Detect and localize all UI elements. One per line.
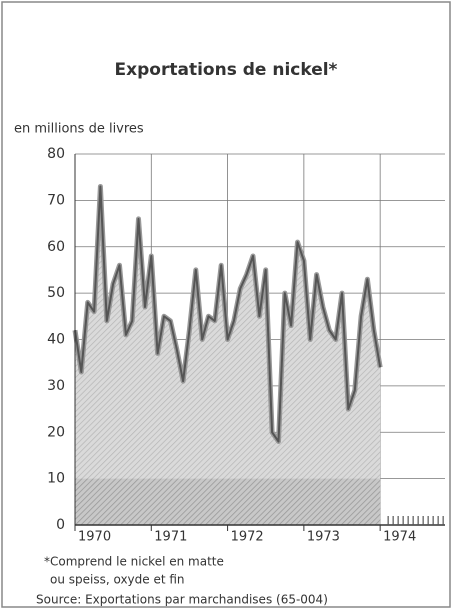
y-tick-label: 0 bbox=[56, 517, 65, 533]
source: Source: Exportations par marchandises (6… bbox=[36, 593, 328, 607]
footnote: *Comprend le nickel en matte bbox=[44, 555, 224, 569]
y-tick-label: 50 bbox=[47, 285, 65, 301]
x-tick-label: 1972 bbox=[231, 530, 264, 545]
chart-title: Exportations de nickel* bbox=[115, 60, 338, 80]
y-tick-label: 10 bbox=[47, 471, 65, 487]
y-tick-label: 20 bbox=[47, 424, 65, 440]
x-tick-label: 1973 bbox=[307, 530, 340, 545]
y-tick-label: 70 bbox=[47, 192, 65, 208]
footnote: ou speiss, oxyde et fin bbox=[50, 573, 185, 587]
y-tick-label: 60 bbox=[47, 239, 65, 255]
line bbox=[74, 185, 382, 443]
x-tick-label: 1974 bbox=[383, 530, 416, 545]
y-axis-label: en millions de livres bbox=[14, 122, 144, 137]
y-tick-label: 30 bbox=[47, 378, 65, 394]
x-tick-label: 1970 bbox=[78, 530, 111, 545]
x-tick-label: 1971 bbox=[154, 530, 187, 545]
y-tick-label: 80 bbox=[47, 146, 65, 162]
base-band bbox=[75, 478, 381, 525]
y-tick-label: 40 bbox=[47, 332, 65, 348]
